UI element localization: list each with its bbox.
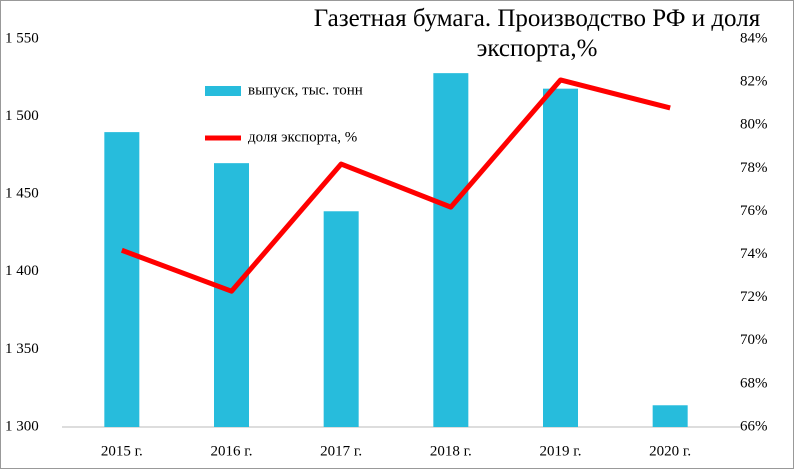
y2-tick-label: 78% — [740, 160, 768, 176]
legend-swatch — [205, 86, 241, 96]
x-tick-label: 2015 г. — [101, 443, 143, 459]
bar — [652, 405, 688, 427]
x-tick-label: 2016 г. — [211, 443, 253, 459]
x-tick-label: 2018 г. — [430, 443, 472, 459]
y2-tick-label: 66% — [740, 418, 768, 434]
y2-tick-label: 70% — [740, 332, 768, 348]
y-tick-label: 1 500 — [5, 108, 39, 124]
legend-label: выпуск, тыс. тонн — [248, 82, 363, 98]
y2-tick-label: 82% — [740, 74, 768, 90]
line — [120, 77, 671, 294]
x-tick-label: 2019 г. — [540, 443, 582, 459]
y-tick-label: 1 350 — [5, 341, 39, 357]
y-tick-label: 1 300 — [5, 418, 39, 434]
legend-label: доля экспорта, % — [248, 129, 357, 145]
bar — [214, 163, 249, 427]
chart-title: Газетная бумага. Производство РФ и доля … — [313, 5, 761, 62]
bar — [543, 88, 578, 427]
y2-tick-label: 84% — [740, 30, 768, 46]
y-tick-label: 1 450 — [5, 186, 39, 202]
bar — [104, 132, 140, 427]
x-tick-label: 2017 г. — [320, 443, 362, 459]
y-tick-label: 1 400 — [5, 263, 39, 279]
y2-tick-label: 74% — [740, 246, 768, 262]
y2-tick-label: 80% — [740, 117, 768, 133]
y2-tick-label: 72% — [740, 289, 768, 305]
y2-tick-label: 76% — [740, 203, 768, 219]
bar — [433, 73, 469, 428]
y2-tick-label: 68% — [740, 375, 768, 391]
y-tick-label: 1 550 — [5, 30, 39, 46]
x-tick-label: 2020 г. — [649, 443, 691, 459]
bar — [323, 211, 359, 427]
